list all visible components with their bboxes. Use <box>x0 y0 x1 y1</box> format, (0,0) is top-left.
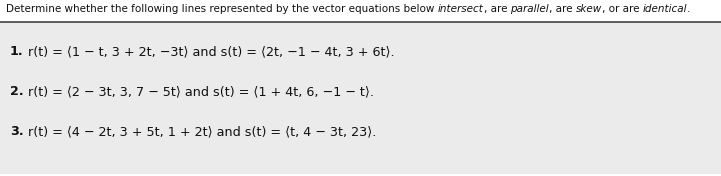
Text: , or are: , or are <box>602 4 642 14</box>
Text: .: . <box>687 4 691 14</box>
Text: 2.: 2. <box>10 85 24 98</box>
Text: identical: identical <box>642 4 687 14</box>
Text: r(t) = ⟨1 − t, 3 + 2t, −3t⟩ and s(t) = ⟨2t, −1 − 4t, 3 + 6t⟩.: r(t) = ⟨1 − t, 3 + 2t, −3t⟩ and s(t) = ⟨… <box>24 45 394 58</box>
Text: , are: , are <box>549 4 575 14</box>
Text: r(t) = ⟨4 − 2t, 3 + 5t, 1 + 2t⟩ and s(t) = ⟨t, 4 − 3t, 23⟩.: r(t) = ⟨4 − 2t, 3 + 5t, 1 + 2t⟩ and s(t)… <box>24 125 376 138</box>
Text: , are: , are <box>484 4 510 14</box>
Text: r(t) = ⟨2 − 3t, 3, 7 − 5t⟩ and s(t) = ⟨1 + 4t, 6, −1 − t⟩.: r(t) = ⟨2 − 3t, 3, 7 − 5t⟩ and s(t) = ⟨1… <box>24 85 373 98</box>
Bar <box>0 22 721 174</box>
Text: skew: skew <box>575 4 602 14</box>
Text: Determine whether the following lines represented by the vector equations below: Determine whether the following lines re… <box>6 4 438 14</box>
Text: parallel: parallel <box>510 4 549 14</box>
Text: intersect: intersect <box>438 4 484 14</box>
Text: 1.: 1. <box>10 45 24 58</box>
Text: 3.: 3. <box>10 125 24 138</box>
